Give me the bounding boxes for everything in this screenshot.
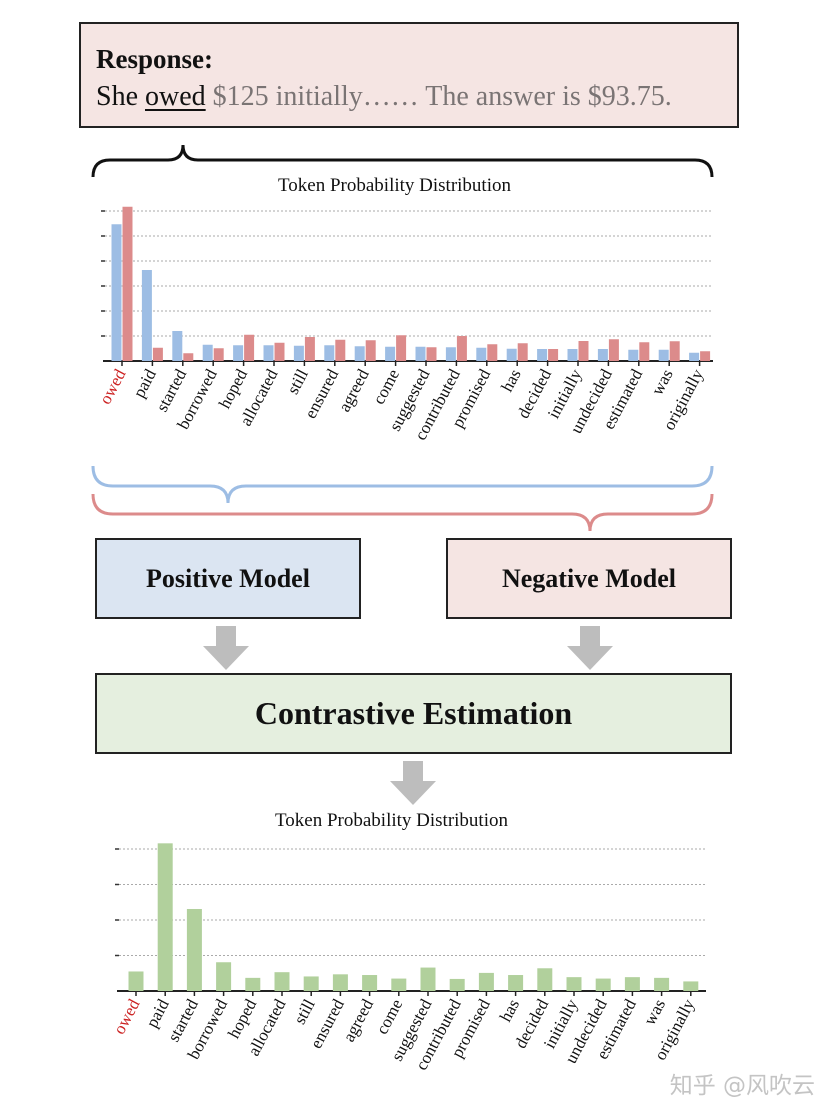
- x-tick-label-still: still: [290, 996, 319, 1028]
- bar-negative-model-started: [183, 353, 194, 361]
- bar-positive-model-allocated: [263, 345, 274, 361]
- bar-positive-model-come: [385, 346, 396, 361]
- bar-negative-model-has: [517, 343, 528, 361]
- bar-contrastive-estimation-has: [508, 975, 524, 991]
- bar-positive-model-has: [506, 348, 517, 361]
- bar-positive-model-originally: [689, 352, 700, 361]
- positive-brace: [91, 465, 714, 504]
- bar-negative-model-suggested: [426, 347, 437, 361]
- bar-contrastive-estimation-hoped: [245, 977, 261, 991]
- bar-negative-model-borrowed: [213, 348, 224, 361]
- arrow-down-icon: [203, 626, 249, 670]
- bar-positive-model-estimated: [628, 349, 639, 361]
- bar-positive-model-still: [293, 345, 304, 361]
- x-tick-label-owed: owed: [109, 996, 143, 1038]
- bar-positive-model-started: [172, 331, 183, 361]
- response-token: owed: [145, 81, 206, 112]
- bar-positive-model-agreed: [354, 346, 365, 361]
- bar-positive-model-hoped: [233, 345, 244, 361]
- negative-brace: [91, 493, 714, 532]
- x-tick-label-agreed: agreed: [335, 366, 373, 415]
- bar-negative-model-decided: [548, 349, 559, 361]
- bar-negative-model-undecided: [608, 339, 619, 361]
- bar-negative-model-initially: [578, 341, 589, 361]
- arrow-down-icon: [567, 626, 613, 670]
- bar-contrastive-estimation-undecided: [595, 978, 611, 991]
- bar-contrastive-estimation-owed: [128, 971, 144, 991]
- x-tick-label-owed: owed: [95, 366, 129, 408]
- x-tick-label-still: still: [283, 366, 312, 398]
- bar-negative-model-estimated: [639, 342, 650, 361]
- bar-contrastive-estimation-promised: [478, 972, 494, 991]
- bar-negative-model-allocated: [274, 342, 285, 361]
- bar-contrastive-estimation-suggested: [420, 967, 436, 991]
- bar-negative-model-paid: [152, 347, 163, 361]
- x-tick-label-paid: paid: [129, 366, 160, 401]
- bar-negative-model-was: [669, 341, 680, 361]
- bar-positive-model-borrowed: [202, 344, 213, 361]
- bar-negative-model-contributed: [456, 336, 467, 361]
- bar-contrastive-estimation-agreed: [362, 975, 378, 991]
- bar-positive-model-suggested: [415, 346, 426, 361]
- bar-negative-model-hoped: [244, 334, 255, 361]
- bar-negative-model-owed: [122, 206, 133, 361]
- bar-contrastive-estimation-estimated: [624, 977, 640, 991]
- x-tick-label-agreed: agreed: [339, 996, 377, 1045]
- bar-contrastive-estimation-initially: [566, 977, 582, 991]
- bar-contrastive-estimation-paid: [157, 843, 173, 991]
- x-tick-label-was: was: [648, 366, 677, 398]
- bar-contrastive-estimation-decided: [537, 968, 553, 991]
- bar-positive-model-undecided: [597, 349, 608, 361]
- response-box: Response: She owed $125 initially…… The …: [79, 22, 739, 128]
- bar-negative-model-promised: [487, 344, 498, 361]
- response-prefix: She: [96, 81, 145, 112]
- bar-negative-model-originally: [700, 351, 711, 361]
- bar-positive-model-contributed: [445, 347, 456, 361]
- bar-contrastive-estimation-allocated: [274, 972, 290, 991]
- bar-positive-model-initially: [567, 349, 578, 361]
- bar-positive-model-decided: [537, 349, 548, 361]
- bar-contrastive-estimation-borrowed: [216, 962, 232, 991]
- bar-positive-model-promised: [476, 347, 487, 361]
- contrastive-estimation-box: Contrastive Estimation: [95, 673, 732, 754]
- chart-top-title: Token Probability Distribution: [278, 175, 511, 196]
- bar-contrastive-estimation-contributed: [449, 978, 465, 991]
- response-text: She owed $125 initially…… The answer is …: [96, 81, 672, 113]
- bar-negative-model-ensured: [335, 339, 346, 361]
- x-tick-label-has: has: [496, 996, 523, 1025]
- bar-positive-model-paid: [141, 270, 152, 361]
- bar-contrastive-estimation-was: [654, 977, 670, 991]
- bar-positive-model-owed: [111, 224, 122, 361]
- bar-contrastive-estimation-ensured: [332, 974, 348, 991]
- bar-contrastive-estimation-come: [391, 978, 407, 991]
- negative-model-box: Negative Model: [446, 538, 732, 619]
- bar-positive-model-was: [658, 349, 669, 361]
- x-tick-label-was: was: [640, 996, 669, 1028]
- x-tick-label-paid: paid: [142, 996, 173, 1031]
- bar-contrastive-estimation-started: [186, 908, 202, 991]
- response-heading: Response:: [96, 44, 214, 74]
- chart-bottom-title: Token Probability Distribution: [275, 810, 508, 831]
- watermark: 知乎 @风吹云: [669, 1073, 815, 1099]
- positive-model-box: Positive Model: [95, 538, 361, 619]
- bar-positive-model-ensured: [324, 345, 335, 361]
- bar-negative-model-agreed: [365, 340, 376, 361]
- x-tick-label-has: has: [497, 366, 524, 395]
- bar-negative-model-still: [304, 337, 315, 361]
- bar-contrastive-estimation-originally: [683, 981, 699, 991]
- response-brace: [91, 144, 714, 178]
- bar-contrastive-estimation-still: [303, 976, 319, 991]
- response-rest: $125 initially…… The answer is $93.75.: [205, 81, 672, 112]
- bar-negative-model-come: [396, 335, 407, 361]
- arrow-down-icon: [390, 761, 436, 805]
